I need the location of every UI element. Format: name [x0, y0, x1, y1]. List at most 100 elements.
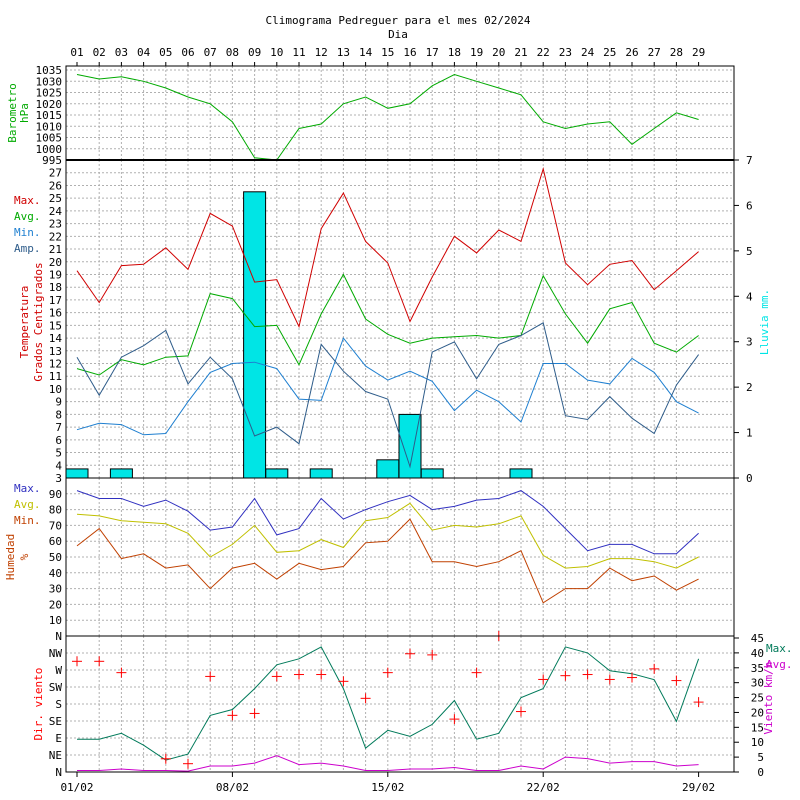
hum-tick-label: 60: [49, 535, 62, 548]
hum-legend-1: Avg.: [14, 498, 41, 511]
wind-legend-0: Max.: [766, 642, 793, 655]
hum-tick-label: 70: [49, 519, 62, 532]
rain-bar: [309, 468, 333, 479]
rain-tick-label: 0: [746, 472, 753, 485]
wind-line-max: [77, 646, 700, 761]
temp-tick-label: 16: [49, 307, 62, 320]
temp-tick-label: 27: [49, 167, 62, 180]
day-label: 17: [426, 46, 439, 59]
temp-ylabel: Temperatura: [18, 286, 31, 359]
hum-tick-label: 10: [49, 614, 62, 627]
rain-tick-label: 1: [746, 427, 753, 440]
dir-tick-label: NE: [49, 749, 62, 762]
day-label: 27: [648, 46, 661, 59]
temp-tick-label: 23: [49, 218, 62, 231]
hum-tick-label: 40: [49, 567, 62, 580]
speed-tick-label: 15: [751, 721, 764, 734]
speed-tick-label: 40: [751, 647, 764, 660]
day-label: 11: [292, 46, 305, 59]
rain-bar: [420, 468, 444, 479]
date-label: 01/02: [60, 781, 93, 794]
rain-tick-label: 4: [746, 290, 753, 303]
day-label: 26: [625, 46, 638, 59]
temp-line-max: [76, 166, 699, 329]
baro-tick-label: 1020: [36, 98, 63, 111]
temp-tick-label: 24: [49, 205, 63, 218]
date-label: 29/02: [682, 781, 715, 794]
hum-tick-label: 90: [49, 488, 62, 501]
day-label: 16: [403, 46, 416, 59]
speed-tick-label: 5: [757, 751, 764, 764]
temp-tick-label: 22: [49, 230, 62, 243]
baro-tick-label: 1030: [36, 75, 63, 88]
barometer-line: [76, 73, 699, 161]
day-label: 20: [492, 46, 505, 59]
day-label: 01: [70, 46, 83, 59]
baro-tick-label: 1010: [36, 120, 63, 133]
temp-ylabel-2: Grados Centigrados: [32, 262, 45, 381]
rain-tick-label: 2: [746, 381, 753, 394]
baro-tick-label: 995: [42, 154, 62, 167]
dir-tick-label: SE: [49, 715, 62, 728]
day-label: 09: [248, 46, 261, 59]
temp-tick-label: 17: [49, 294, 62, 307]
day-label: 15: [381, 46, 394, 59]
hum-tick-label: 30: [49, 583, 62, 596]
temp-tick-label: 15: [49, 319, 62, 332]
hum-tick-label: 20: [49, 598, 62, 611]
temp-tick-label: 11: [49, 370, 62, 383]
day-label: 28: [670, 46, 683, 59]
dir-tick-label: E: [55, 732, 62, 745]
temp-tick-label: 3: [55, 472, 62, 485]
baro-tick-label: 1035: [36, 64, 63, 77]
day-label: 10: [270, 46, 283, 59]
chart-title: Climograma Pedreguer para el mes 02/2024: [266, 14, 531, 27]
temp-tick-label: 19: [49, 268, 62, 281]
speed-tick-label: 25: [751, 692, 764, 705]
dir-tick-label: N: [55, 630, 62, 643]
temperature-panel: 3456789101112131415161718192021222324252…: [14, 154, 771, 485]
temp-legend-0: Max.: [14, 194, 41, 207]
temp-tick-label: 26: [49, 179, 62, 192]
day-label: 25: [603, 46, 616, 59]
dir-tick-label: N: [55, 766, 62, 779]
speed-tick-label: 30: [751, 677, 764, 690]
hum-legend-2: Min.: [14, 514, 41, 527]
temp-line-avg: [76, 273, 699, 376]
temp-tick-label: 14: [49, 332, 63, 345]
dir-tick-label: SW: [49, 681, 63, 694]
day-label: 07: [204, 46, 217, 59]
day-label: 02: [93, 46, 106, 59]
speed-tick-label: 35: [751, 662, 764, 675]
temp-tick-label: 7: [55, 421, 62, 434]
temp-tick-label: 10: [49, 383, 62, 396]
temp-line-amp: [76, 322, 700, 469]
wind-dir-ylabel: Dir. viento: [32, 668, 45, 741]
dir-tick-label: NW: [49, 647, 63, 660]
rain-bar: [265, 468, 289, 479]
rain-tick-label: 3: [746, 336, 753, 349]
temp-tick-label: 4: [55, 459, 62, 472]
hum-legend-0: Max.: [14, 482, 41, 495]
baro-tick-label: 1015: [36, 109, 63, 122]
top-axis-label: Dia: [388, 28, 408, 41]
day-label: 13: [337, 46, 350, 59]
bottom-date-labels: 01/02 08/02 15/02 22/02 29/02: [60, 772, 715, 794]
day-label: 12: [315, 46, 328, 59]
rain-bar: [398, 413, 422, 479]
day-label: 06: [181, 46, 194, 59]
wind-speed-ylabel: Viento km/h: [762, 662, 775, 735]
temp-tick-label: 6: [55, 434, 62, 447]
rain-bar: [376, 459, 400, 479]
wind-legend-1: Avg.: [766, 658, 793, 671]
humidity-line-avg: [76, 502, 699, 569]
baro-tick-label: 1005: [36, 132, 63, 145]
rain-bar: [509, 468, 533, 479]
temp-tick-label: 20: [49, 256, 62, 269]
day-label: 18: [448, 46, 461, 59]
day-label: 14: [359, 46, 373, 59]
temp-tick-label: 13: [49, 345, 62, 358]
panel-frame: [65, 635, 735, 773]
temp-legend-3: Amp.: [14, 242, 41, 255]
